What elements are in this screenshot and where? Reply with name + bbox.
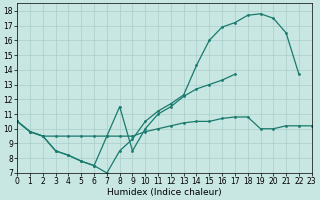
X-axis label: Humidex (Indice chaleur): Humidex (Indice chaleur): [107, 188, 222, 197]
